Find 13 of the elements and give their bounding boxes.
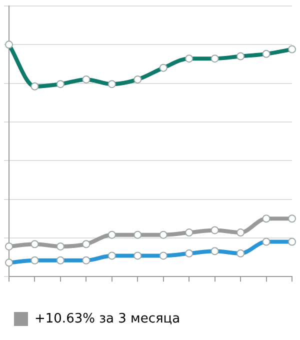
point bbox=[5, 242, 13, 250]
point bbox=[262, 214, 270, 223]
point bbox=[30, 240, 39, 248]
point bbox=[236, 228, 245, 237]
point bbox=[108, 230, 116, 239]
point bbox=[159, 230, 168, 239]
point bbox=[56, 242, 64, 250]
point bbox=[134, 230, 142, 239]
legend-label: +10.63% за 3 месяца bbox=[34, 311, 180, 326]
point bbox=[82, 240, 90, 248]
point bbox=[185, 228, 194, 237]
point bbox=[288, 214, 296, 223]
point bbox=[210, 226, 219, 234]
